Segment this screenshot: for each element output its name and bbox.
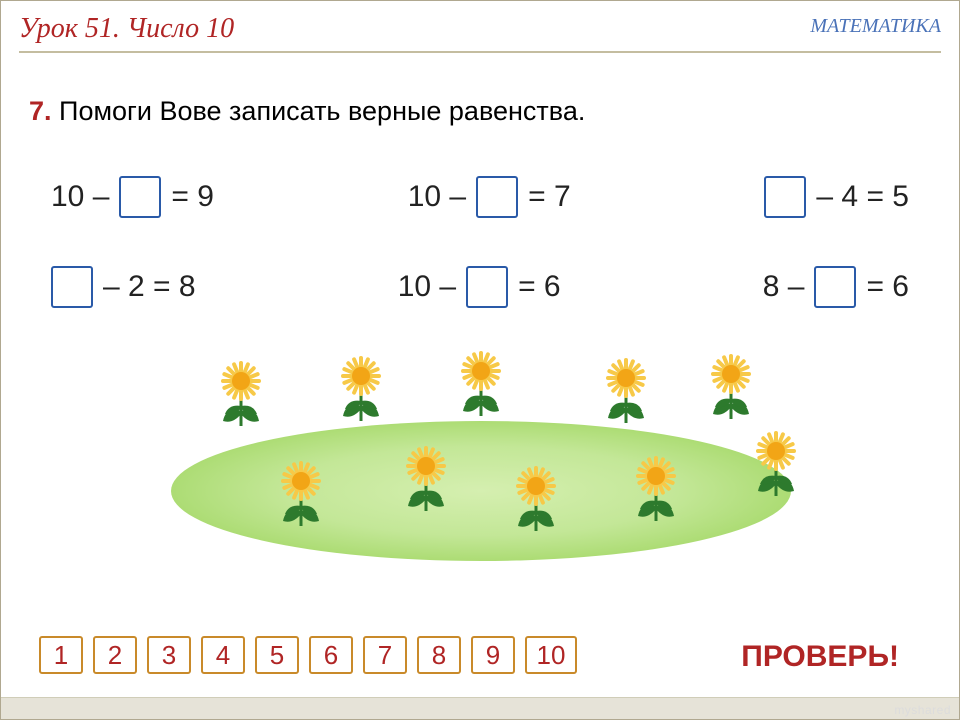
flower-icon (701, 349, 761, 429)
blank-box[interactable] (814, 266, 856, 308)
number-tile[interactable]: 4 (201, 636, 245, 674)
equation-row-1: 10 – = 9 10 – = 7 – 4 = 5 (46, 176, 914, 218)
flower (271, 456, 331, 536)
task-line: 7. Помоги Вове записать верные равенства… (29, 96, 585, 127)
number-tile[interactable]: 8 (417, 636, 461, 674)
flower (506, 461, 566, 541)
number-tile[interactable]: 9 (471, 636, 515, 674)
number-tile[interactable]: 5 (255, 636, 299, 674)
number-tile[interactable]: 6 (309, 636, 353, 674)
number-tile[interactable]: 7 (363, 636, 407, 674)
flower (211, 356, 271, 436)
blank-box[interactable] (466, 266, 508, 308)
flower-icon (211, 356, 271, 436)
number-row: 123456789 10 (39, 636, 577, 674)
eq-text: 10 – (398, 270, 456, 304)
meadow-illustration (121, 341, 841, 601)
equation: 8 – = 6 (763, 266, 909, 308)
eq-text: = 6 (866, 270, 909, 304)
watermark: myshared (894, 703, 951, 717)
blank-box[interactable] (119, 176, 161, 218)
flower-icon (396, 441, 456, 521)
equation: 10 – = 6 (398, 266, 561, 308)
flower (451, 346, 511, 426)
equation-row-2: – 2 = 8 10 – = 6 8 – = 6 (46, 266, 914, 308)
blank-box[interactable] (51, 266, 93, 308)
eq-text: = 9 (171, 180, 214, 214)
blank-box[interactable] (764, 176, 806, 218)
eq-text: – 2 = 8 (103, 270, 196, 304)
flower (596, 353, 656, 433)
task-text: Помоги Вове записать верные равенства. (52, 96, 586, 126)
meadow-ellipse (171, 421, 791, 561)
check-label[interactable]: ПРОВЕРЬ! (741, 640, 899, 674)
flower (396, 441, 456, 521)
equation: 10 – = 9 (51, 176, 214, 218)
flower (701, 349, 761, 429)
header: Урок 51. Число 10 МАТЕМАТИКА (19, 13, 941, 53)
flower-icon (271, 456, 331, 536)
eq-text: 10 – (51, 180, 109, 214)
equation: – 4 = 5 (764, 176, 909, 218)
eq-text: – 4 = 5 (816, 180, 909, 214)
number-tile[interactable]: 2 (93, 636, 137, 674)
footer-bar: myshared (1, 697, 959, 719)
number-tile[interactable]: 1 (39, 636, 83, 674)
equations-block: 10 – = 9 10 – = 7 – 4 = 5 – 2 = 8 10 – (46, 176, 914, 356)
flower (331, 351, 391, 431)
flower-icon (451, 346, 511, 426)
eq-text: 10 – (408, 180, 466, 214)
flower-icon (746, 426, 806, 506)
flower-icon (596, 353, 656, 433)
flower (746, 426, 806, 506)
task-number: 7. (29, 96, 52, 126)
flower-icon (626, 451, 686, 531)
eq-text: = 6 (518, 270, 561, 304)
number-tile[interactable]: 10 (525, 636, 577, 674)
eq-text: 8 – (763, 270, 805, 304)
flower-icon (506, 461, 566, 541)
subject-label: МАТЕМАТИКА (810, 15, 941, 38)
flower (626, 451, 686, 531)
lesson-title: Урок 51. Число 10 (19, 13, 234, 44)
equation: – 2 = 8 (51, 266, 196, 308)
eq-text: = 7 (528, 180, 571, 214)
flower-icon (331, 351, 391, 431)
number-tile[interactable]: 3 (147, 636, 191, 674)
slide: Урок 51. Число 10 МАТЕМАТИКА 7. Помоги В… (0, 0, 960, 720)
blank-box[interactable] (476, 176, 518, 218)
equation: 10 – = 7 (408, 176, 571, 218)
